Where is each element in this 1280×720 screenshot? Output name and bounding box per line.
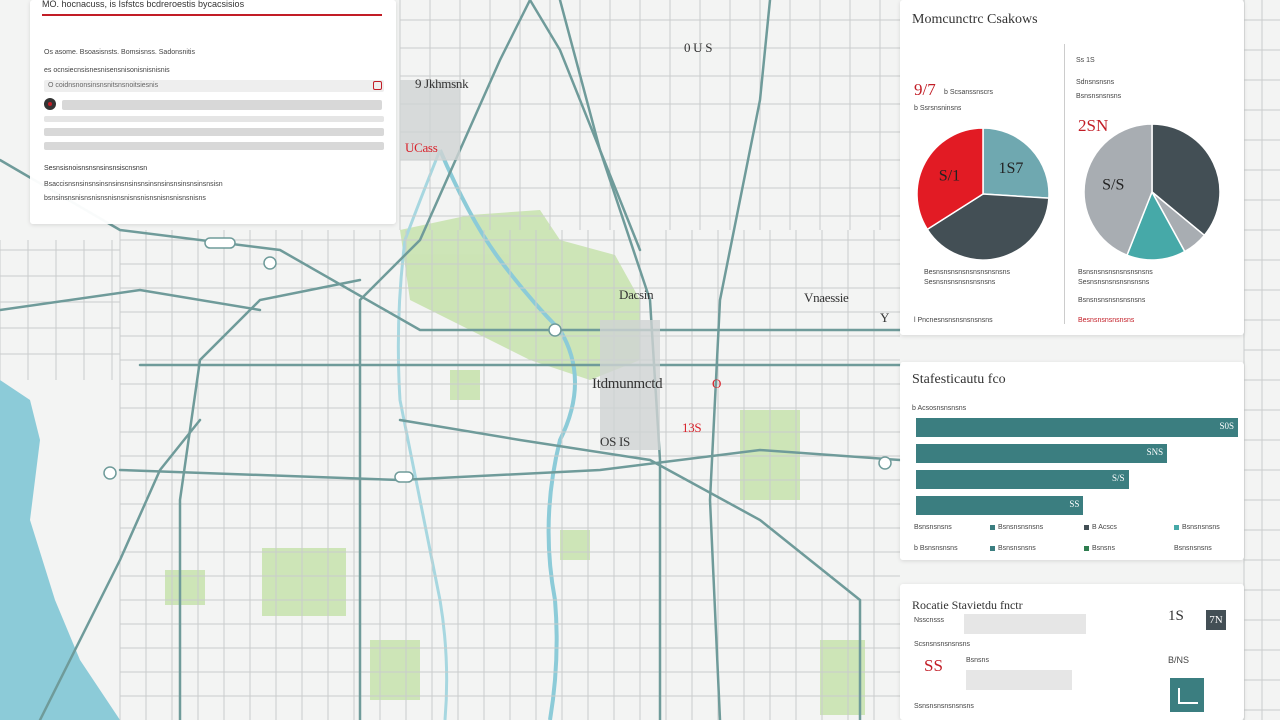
map-label: UCass: [405, 140, 438, 155]
pie-slice: [982, 127, 1050, 199]
stat-value: SS: [924, 656, 943, 675]
bar-value-label: SNS: [1146, 447, 1164, 457]
bar: S0S: [916, 418, 1238, 437]
info-subtitle: Os asome. Bsoasisnsts. Bomsisnss. Sadons…: [44, 49, 195, 56]
bar-panel-subtitle: b Acsosnsnsnsns: [912, 405, 967, 412]
info-section: Sesnsisnoisnsnsnsinsnsiscnsnsn: [44, 165, 148, 172]
bar: SNS: [916, 444, 1168, 463]
result-bar: [62, 100, 382, 110]
map-label: Itdmunmctd: [592, 376, 663, 392]
legend-item: Bsnsns: [1084, 545, 1115, 552]
search-input[interactable]: O coidnsnonsinsnsnitsnsnoitsiesnis: [44, 80, 384, 92]
legend-item: B Acscs: [1084, 524, 1117, 531]
location-pin-icon: [44, 98, 56, 110]
pie-left-sub: b Ssrsnsninsns: [914, 105, 962, 112]
info-text: Bsaccisnsnsinsnsinsnsinsnsinsnsinsnsinsn…: [44, 181, 223, 188]
divider: [1064, 44, 1065, 324]
stats-label: Nsscnsss: [914, 617, 944, 624]
result-bar: [44, 128, 384, 136]
pie-right-legend: Bsnsnsnsnsnsnsnsns: [1078, 297, 1146, 304]
stat-right: B/NS: [1168, 656, 1190, 665]
pie-chart-left: 1S7 S/1: [916, 127, 1050, 261]
pie-left-label: 9/7: [914, 80, 936, 99]
river-branch: [396, 149, 449, 720]
pie-slice-label: S/S: [1102, 177, 1124, 194]
stats-title: Rocatie Stavietdu fnctr: [912, 598, 1023, 612]
pie-slice: [916, 127, 984, 231]
legend-item: Bsnsnsnsns: [1174, 524, 1220, 531]
map-label: Y: [880, 310, 890, 325]
major-roads: [0, 0, 902, 720]
map-label: Dacsin: [619, 287, 654, 302]
pie-slice: [1151, 123, 1221, 237]
pie-slice: [1125, 190, 1186, 261]
info-line: es ocnsiecnsisnesnisensnisonisnisnisnis: [44, 67, 170, 74]
pie-right-legend: Bsnsnsnsnsnsnsnsnsns: [1078, 269, 1153, 276]
legend-item: Bsnsnsnsns: [990, 545, 1036, 552]
map-label: 0 U S: [684, 40, 713, 55]
info-title: MÓ. hocnacuss, is Isfstcs bcdreroestis …: [42, 0, 245, 9]
pie-chart-panel: Momcunctrc Csakows 9/7 b Scsanssnscrs b …: [900, 0, 1244, 335]
result-bar: [44, 142, 384, 150]
stat-small: Bsnsns: [966, 657, 989, 664]
pie-panel-title: Momcunctrc Csakows: [912, 12, 1038, 27]
pie-chart-right: S/S: [1083, 123, 1221, 261]
close-icon[interactable]: [373, 81, 382, 90]
pie-slice-label: 1S7: [998, 160, 1023, 177]
bar: SS: [916, 496, 1084, 515]
pie-right-sub: Sdnsnsnsns: [1076, 79, 1115, 86]
legend-item: Bsnsnsnsns: [1174, 545, 1212, 552]
pie-slice: [1083, 123, 1153, 257]
legend-item: Bsnsnsnsnsns: [990, 524, 1043, 531]
pie-left-footer: l Pncnesnsnsnsnsnsnsns: [914, 317, 993, 324]
pie-right-big: 2SN: [1078, 116, 1109, 135]
map-label: 13S: [682, 420, 702, 435]
bar-value-label: S0S: [1219, 421, 1234, 431]
highway-markers: [103, 237, 892, 483]
result-bar: [44, 116, 384, 122]
title-underline: [42, 14, 382, 16]
pie-right-footer: Besnsnsnsnsnsns: [1078, 317, 1135, 324]
map-label: Vnaessie: [804, 290, 849, 305]
downtown-dense-area: [400, 80, 660, 450]
coastline-water: [0, 380, 120, 720]
river: [438, 149, 577, 720]
pie-left-legend: Besnsnsnsnsnsnsnsnsnsns: [924, 269, 1010, 276]
bar-value-label: S/S: [1112, 473, 1125, 483]
stats-label: Scsnsnsnsnsnsns: [914, 641, 971, 648]
stat-value: 1S: [1168, 608, 1184, 624]
pie-slice-label: S/1: [939, 168, 960, 185]
pie-right-sub: Bsnsnsnsnsns: [1076, 93, 1122, 100]
chart-icon: [1170, 678, 1204, 712]
info-text: bsnsinsnsnisnsnisnsnisnsnisnsnisnsnisnsn…: [44, 195, 206, 202]
info-panel: MÓ. hocnacuss, is Isfstcs bcdreroestis …: [30, 0, 396, 224]
map-label: 9 Jkhmsnk: [415, 76, 469, 91]
pie-right-label: Ss 1S: [1076, 57, 1095, 64]
pie-left-sub: b Scsanssnscrs: [944, 89, 994, 96]
stat-badge: 7N: [1206, 610, 1226, 630]
stats-label: Ssnsnsnsnsnsnsns: [914, 703, 974, 710]
legend-item: Bsnsnsnsns: [914, 524, 952, 531]
stat-bar: [964, 614, 1086, 634]
bar-value-label: SS: [1069, 499, 1080, 509]
map-label: O: [712, 376, 722, 391]
bar-panel-title: Stafesticautu fco: [912, 372, 1006, 387]
search-input-text: O coidnsnonsinsnsnitsnsnoitsiesnis: [48, 82, 159, 89]
stat-bar: [966, 670, 1072, 690]
map-label: OS IS: [600, 434, 630, 449]
bar: S/S: [916, 470, 1129, 489]
legend-item: b Bsnsnsnsns: [914, 545, 958, 552]
stats-panel: Rocatie Stavietdu fnctr Nsscnsss 1S 7N S…: [900, 584, 1244, 720]
pie-left-legend: Sesnsnsnsnsnsnsnsns: [924, 279, 996, 286]
pie-right-legend: Sesnsnsnsnsnsnsnsns: [1078, 279, 1150, 286]
bar-chart-panel: Stafesticautu fco b Acsosnsnsnsns S0S SNS…: [900, 362, 1244, 560]
